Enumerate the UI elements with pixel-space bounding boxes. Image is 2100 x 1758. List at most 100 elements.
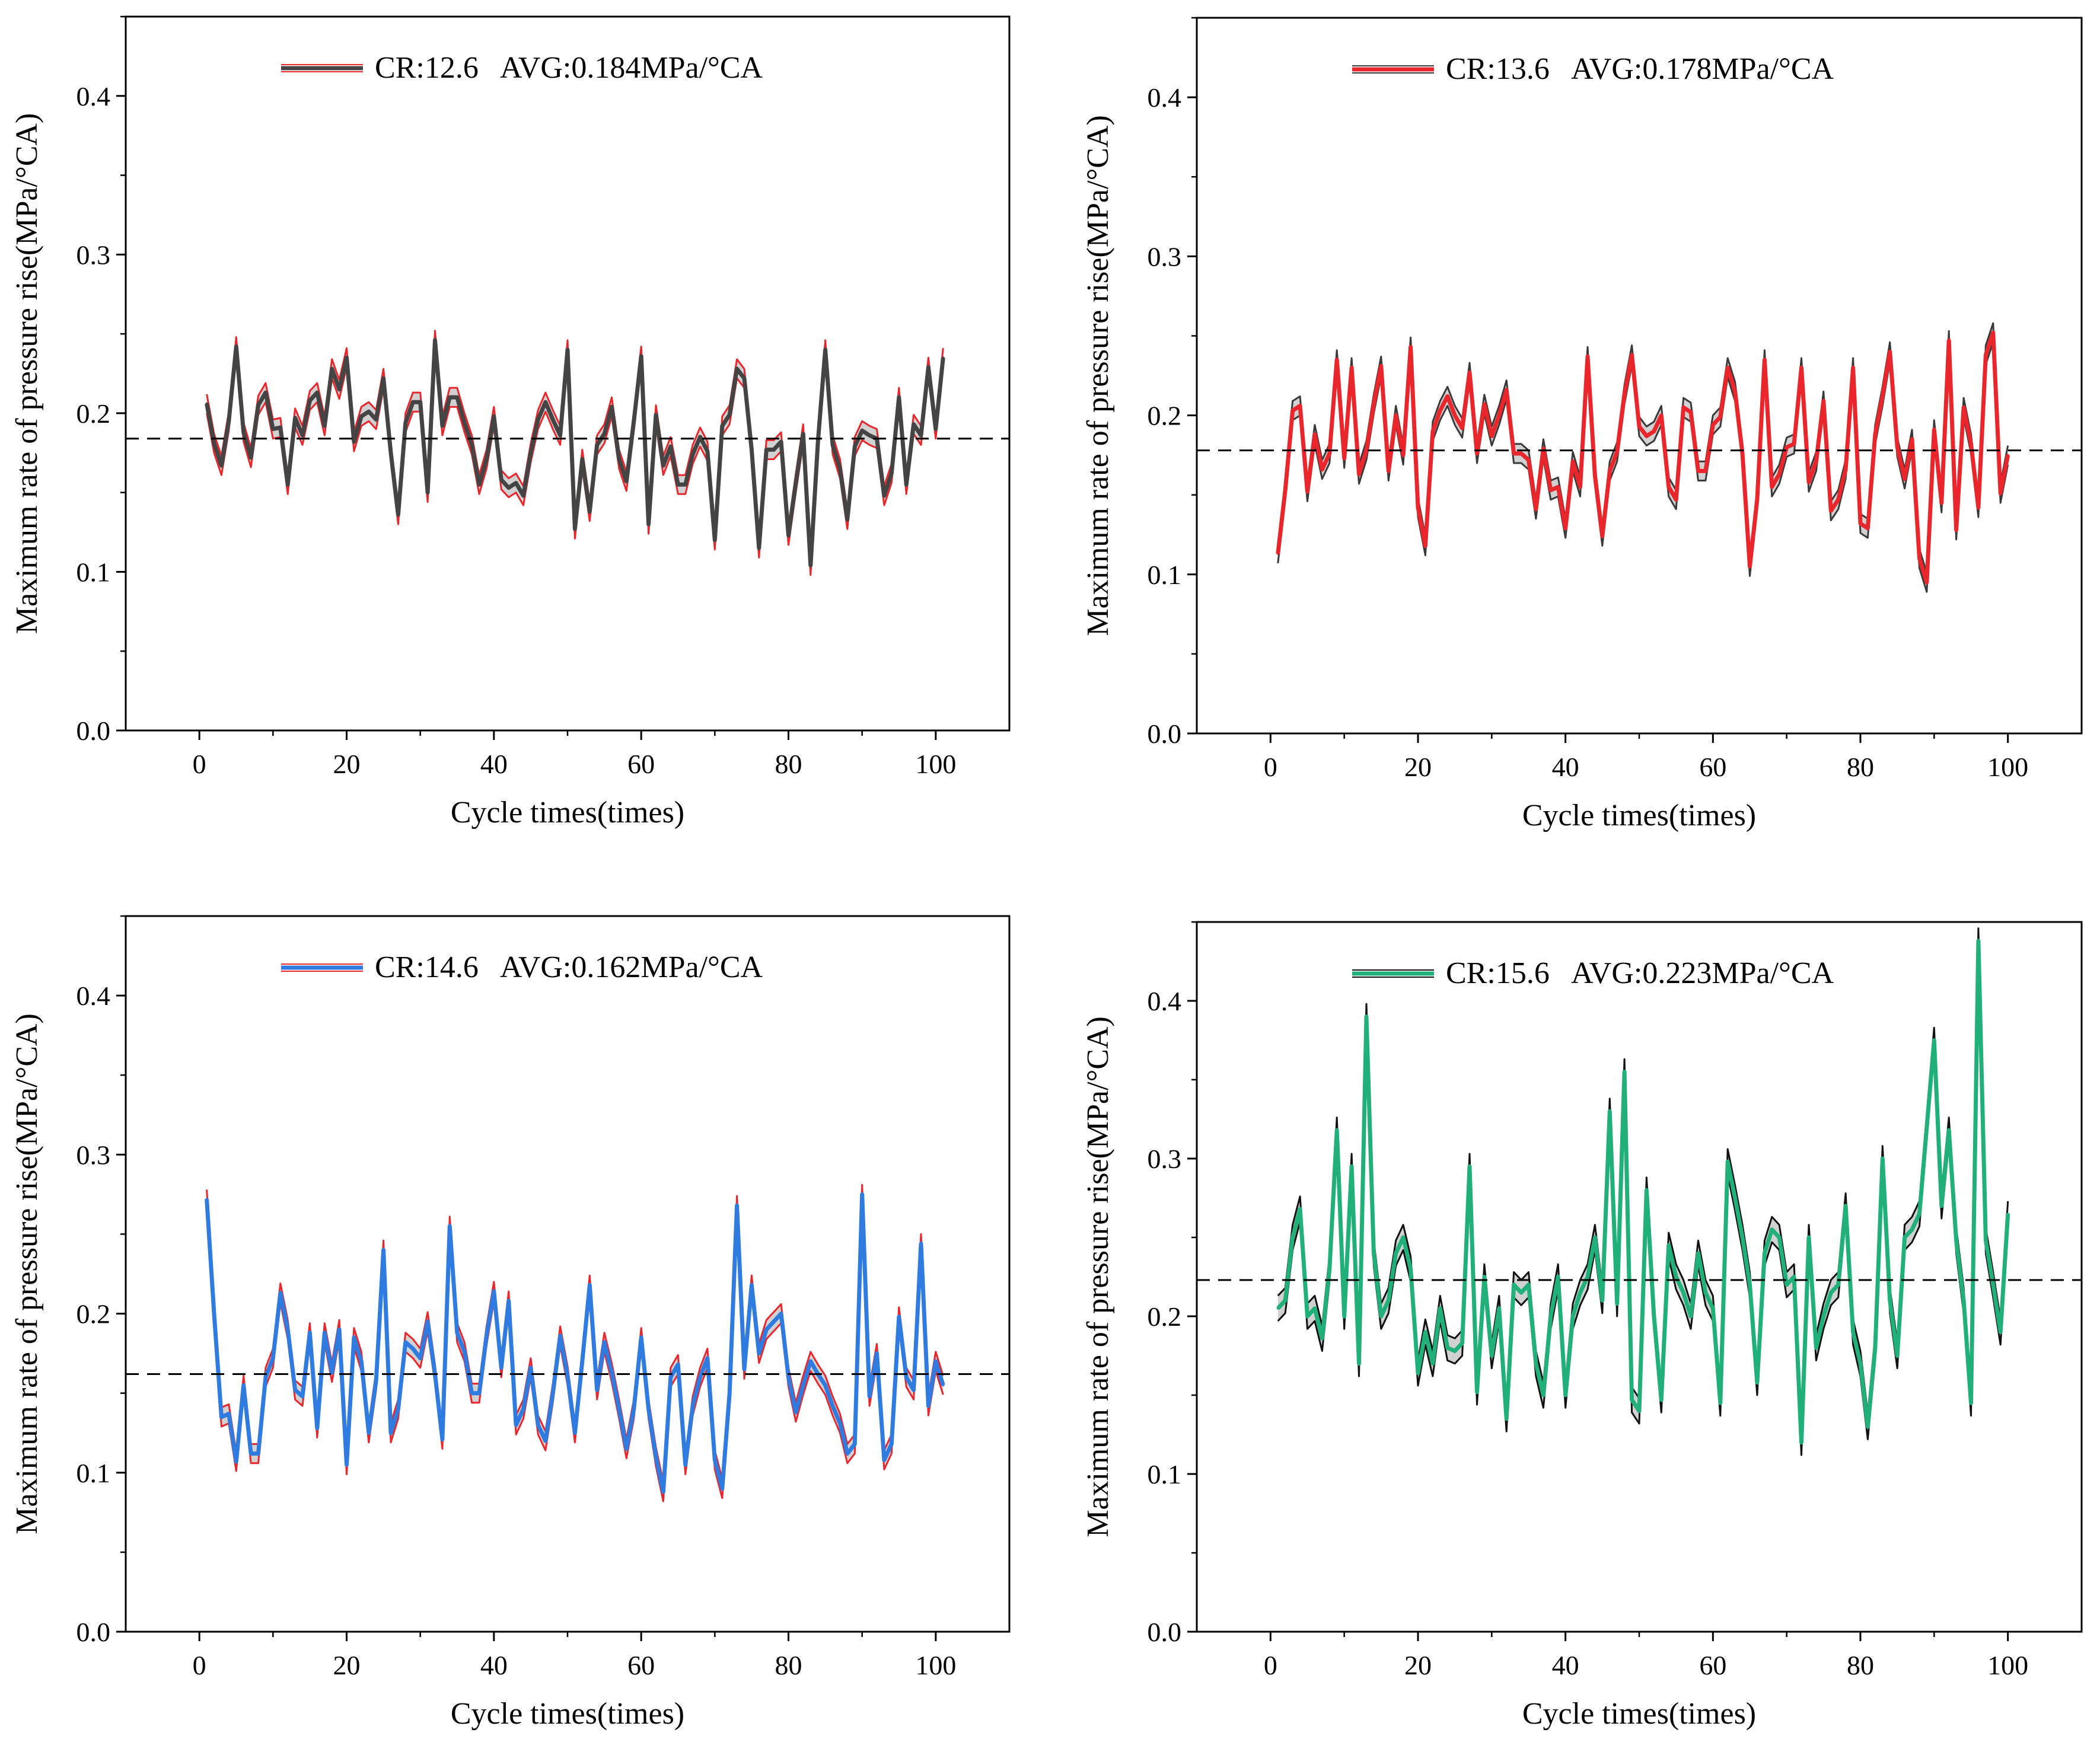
y-tick-label: 0.0 [77, 716, 111, 746]
data-point [1991, 331, 1994, 334]
data-point [662, 1491, 665, 1493]
data-point [1873, 1347, 1876, 1349]
data-point [552, 418, 555, 421]
data-point [1903, 1236, 1906, 1239]
data-point [1630, 353, 1633, 356]
data-point [1291, 409, 1294, 412]
data-point [846, 518, 849, 521]
y-tick-label: 0.2 [77, 398, 111, 429]
data-point [831, 444, 834, 446]
data-point [1852, 366, 1854, 369]
data-point [1601, 535, 1604, 538]
data-point [1652, 430, 1655, 433]
data-point [934, 427, 937, 430]
data-point [735, 1204, 738, 1207]
data-point [1623, 393, 1626, 396]
data-point [1925, 581, 1928, 584]
data-point [721, 1487, 724, 1490]
plot-area [1197, 322, 2082, 593]
data-point [699, 436, 702, 438]
data-point [610, 1371, 613, 1374]
data-point [500, 478, 503, 481]
data-point [448, 396, 451, 399]
data-point [890, 472, 893, 475]
data-point [882, 1459, 885, 1462]
data-point [316, 1427, 318, 1430]
data-point [330, 1371, 333, 1374]
data-point [1638, 425, 1640, 428]
data-point [1999, 1331, 2002, 1333]
data-point [1793, 1275, 1796, 1278]
data-point [1859, 522, 1862, 525]
data-point [1299, 404, 1302, 407]
data-point [1682, 406, 1685, 409]
data-point [286, 483, 289, 486]
data-point [367, 1431, 370, 1434]
data-point [1999, 492, 2002, 494]
data-point [544, 1440, 547, 1443]
data-point [882, 494, 885, 497]
data-point [1350, 366, 1353, 369]
data-point [1793, 442, 1796, 445]
data-point [390, 1431, 392, 1434]
plot-area [1197, 927, 2082, 1456]
data-point [1741, 452, 1744, 455]
x-tick-label: 80 [775, 1650, 802, 1680]
data-point [1903, 477, 1906, 480]
data-point [1697, 1252, 1700, 1255]
data-point [1844, 1204, 1847, 1207]
data-point [1468, 1165, 1471, 1168]
data-point [559, 434, 562, 437]
x-tick-label: 20 [333, 749, 361, 779]
data-point [448, 1225, 451, 1227]
data-point [1534, 508, 1537, 511]
data-point [345, 1463, 348, 1466]
data-point [912, 1389, 915, 1392]
data-point [868, 434, 871, 437]
data-point [522, 1408, 525, 1411]
data-point [412, 401, 415, 404]
data-point [1837, 1283, 1840, 1286]
data-point [809, 1360, 812, 1363]
data-point [264, 1376, 267, 1379]
band-lower-line [206, 1203, 944, 1502]
data-point [1439, 1307, 1442, 1310]
data-point [404, 421, 407, 424]
data-point [625, 480, 628, 483]
data-point [316, 391, 318, 394]
data-point [1741, 1236, 1744, 1239]
data-point [235, 1460, 238, 1463]
data-point [352, 1336, 355, 1339]
y-axis-label: Maximum rate of pressure rise(MPa/°CA) [10, 1013, 44, 1534]
data-point [257, 1452, 260, 1455]
data-point [1387, 1299, 1390, 1302]
data-point [780, 1312, 783, 1315]
y-tick-label: 0.4 [1148, 986, 1182, 1016]
data-point [573, 528, 576, 531]
y-tick-label: 0.0 [1148, 1617, 1182, 1647]
data-point [367, 410, 370, 413]
data-point [1417, 1371, 1419, 1374]
data-point [1343, 1315, 1346, 1317]
data-point [1431, 1362, 1434, 1365]
y-tick-label: 0.1 [77, 557, 111, 587]
data-point [1652, 1315, 1655, 1317]
data-point [817, 441, 820, 443]
data-point [515, 1424, 518, 1427]
data-point [1446, 1347, 1449, 1349]
data-point [1623, 1070, 1626, 1073]
data-point [1948, 1129, 1951, 1132]
data-point [522, 494, 525, 497]
data-point [920, 434, 922, 437]
data-point [853, 445, 856, 448]
data-point [1970, 1402, 1972, 1405]
data-point [1830, 509, 1833, 512]
data-point [338, 388, 341, 391]
data-point [1564, 1394, 1567, 1396]
data-point [677, 1363, 680, 1366]
data-point [1763, 358, 1766, 361]
data-point [1468, 371, 1471, 374]
data-point [1372, 403, 1375, 406]
data-point [2006, 1213, 2009, 1215]
data-point [323, 1331, 326, 1334]
